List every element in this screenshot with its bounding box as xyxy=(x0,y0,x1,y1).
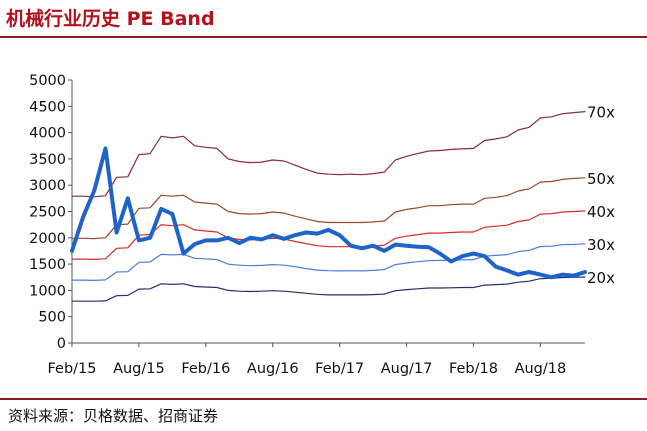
y-tick-label: 3000 xyxy=(29,178,66,194)
index-line xyxy=(70,146,587,280)
y-tick-label: 1500 xyxy=(29,257,66,273)
source-note: 资料来源：贝格数据、招商证券 xyxy=(8,407,219,425)
series-labels: 70x 50x 40x 30x 20x xyxy=(587,104,615,287)
band-line-50x xyxy=(71,177,586,240)
pe-band-chart: 0 500 1000 1500 2000 2500 3000 3500 4000 4500 5000… xyxy=(29,73,615,377)
band-line-20x xyxy=(71,276,586,302)
y-tick-label: 2500 xyxy=(29,205,66,221)
x-tick-label: Aug/16 xyxy=(247,361,299,377)
x-tick-label: Aug/17 xyxy=(381,361,433,377)
y-tick-label: 0 xyxy=(57,336,66,352)
band-line-70x xyxy=(71,110,586,198)
series-lines xyxy=(70,110,587,302)
y-axis: 0 500 1000 1500 2000 2500 3000 3500 4000 4500 5000 xyxy=(29,73,73,352)
y-tick-label: 4000 xyxy=(29,126,66,142)
band-label-40x: 40x xyxy=(587,203,615,221)
band-line-30x xyxy=(71,243,586,281)
band-label-20x: 20x xyxy=(587,269,615,287)
y-tick-label: 2000 xyxy=(29,231,66,247)
y-tick-label: 5000 xyxy=(29,73,66,89)
band-line-40x xyxy=(71,210,586,260)
x-tick-label: Feb/16 xyxy=(181,361,230,377)
title-divider xyxy=(0,36,647,38)
band-label-30x: 30x xyxy=(587,236,615,254)
y-tick-label: 500 xyxy=(38,310,66,326)
band-label-50x: 50x xyxy=(587,170,615,188)
y-tick-label: 1000 xyxy=(29,283,66,299)
x-tick-label: Feb/15 xyxy=(47,361,96,377)
x-axis: Feb/15 Aug/15 Feb/16 Aug/16 Feb/17 Aug/17 Feb/… xyxy=(47,342,585,377)
y-tick-label: 3500 xyxy=(29,152,66,168)
y-tick-label: 4500 xyxy=(29,99,66,115)
chart-title: 机械行业历史 PE Band xyxy=(6,8,215,30)
x-tick-label: Aug/18 xyxy=(515,361,567,377)
x-tick-label: Aug/15 xyxy=(113,361,165,377)
x-tick-label: Feb/18 xyxy=(449,361,498,377)
x-tick-label: Feb/17 xyxy=(315,361,364,377)
source-divider xyxy=(0,398,647,400)
band-label-70x: 70x xyxy=(587,104,615,122)
